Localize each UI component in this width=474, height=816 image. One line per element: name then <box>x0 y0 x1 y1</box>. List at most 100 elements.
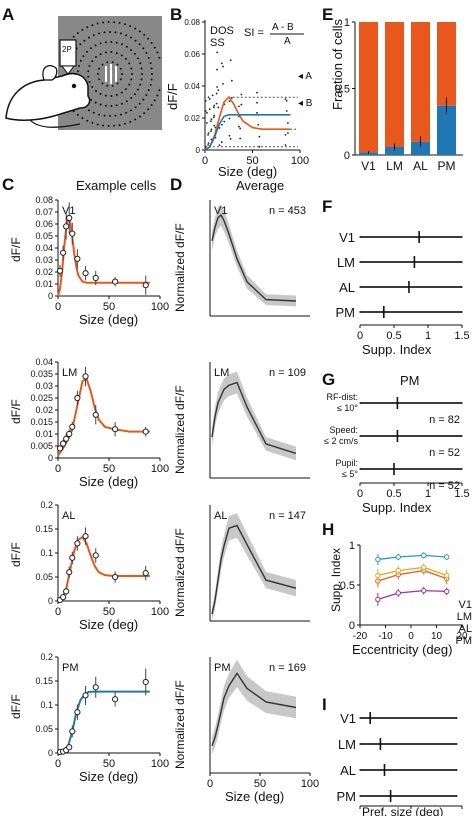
d-n-label: n = 147 <box>269 510 306 522</box>
stimulus-dot <box>150 42 153 44</box>
c-lm-y-tick-label: 0.025 <box>30 393 53 403</box>
c-al-x-label: Size (deg) <box>79 617 138 632</box>
stimulus-dot <box>101 82 104 85</box>
stimulus-dot <box>88 36 90 39</box>
stimulus-dot <box>129 120 132 123</box>
stimulus-dot <box>95 56 97 58</box>
b-y-label: dF/F <box>165 83 180 110</box>
b-data-dot <box>287 122 289 124</box>
c-lm-y-tick-label: 0.005 <box>30 441 53 451</box>
c-data-point <box>63 223 70 230</box>
b-data-dot <box>238 105 240 108</box>
i-violin <box>359 743 458 745</box>
panel-letter-h: H <box>322 520 334 539</box>
stimulus-dot <box>94 101 97 104</box>
stimulus-dot <box>133 93 136 96</box>
c-data-point <box>112 278 119 285</box>
stimulus-dot <box>119 113 122 116</box>
stimulus-dot <box>125 100 128 103</box>
stimulus-dot <box>91 121 94 124</box>
c-lm-y-tick-label: 0 <box>48 453 53 463</box>
panel-letter-a: A <box>2 5 14 24</box>
stimulus-dot <box>150 78 153 81</box>
e-bar-dos <box>359 22 378 153</box>
stimulus-dot <box>142 98 145 101</box>
stimulus-dot <box>99 103 102 106</box>
stimulus-dot <box>125 88 127 91</box>
b-marker-b: ◂ B <box>298 98 313 109</box>
c-v1-y-tick-label: 0.04 <box>35 243 53 253</box>
stimulus-dot <box>149 62 152 65</box>
b-data-dot <box>211 94 214 97</box>
stimulus-dot <box>104 51 107 54</box>
stimulus-dot <box>113 124 116 127</box>
stimulus-dot <box>147 56 150 59</box>
stimulus-dot <box>119 67 122 70</box>
c-area-label: LM <box>62 367 77 379</box>
stimulus-dot <box>118 124 121 127</box>
g-category-sublabel: ≤ 2 cm/s <box>324 436 358 446</box>
b-data-dot <box>229 59 232 62</box>
stimulus-dot <box>121 73 123 75</box>
stimulus-dot <box>125 34 128 37</box>
h-x-tick-label: 20 <box>456 631 468 642</box>
stimulus-dot <box>130 36 132 39</box>
c-lm-y-tick-label: 0.02 <box>35 405 53 415</box>
panel-d-charts: V1 n = 453 Normalized dF/F LM n = 109 Normali… <box>173 200 319 804</box>
d-n-label: n = 169 <box>269 662 306 674</box>
c-v1-y-tick-label: 0.07 <box>35 207 53 217</box>
stimulus-dot <box>158 56 161 59</box>
stimulus-dot <box>111 84 114 87</box>
stimulus-dot <box>115 104 118 107</box>
c-fit-line <box>57 535 150 602</box>
c-area-label: PM <box>62 662 79 674</box>
stimulus-dot <box>158 89 161 92</box>
i-category-label: PM <box>337 789 357 804</box>
c-pm-y-label: dF/F <box>9 694 23 719</box>
stimulus-dot <box>99 53 102 56</box>
e-bar-dos <box>411 22 430 142</box>
c-lm-x-tick-label: 50 <box>103 463 115 475</box>
b-fit-ss <box>204 114 291 151</box>
b-data-dot <box>216 51 219 54</box>
d-y-label: Normalized dF/F <box>173 385 187 474</box>
c-lm-y-tick-label: 0.01 <box>35 429 53 439</box>
b-data-dot <box>230 97 233 99</box>
h-y-tick-label: 0.5 <box>340 580 355 592</box>
b-data-dot <box>216 86 219 88</box>
i-violin <box>359 795 458 797</box>
f-category-label: AL <box>339 280 355 295</box>
panel-letter-d: D <box>170 175 182 194</box>
b-fits <box>204 95 291 151</box>
d-sem-band <box>212 659 296 754</box>
f-violin <box>359 235 463 239</box>
e-y-tick-label: 1 <box>344 17 350 29</box>
b-data-dot <box>213 124 216 127</box>
b-data-dot <box>210 118 213 121</box>
stimulus-dot <box>140 78 143 81</box>
stimulus-dot <box>138 43 141 46</box>
c-al-y-label: dF/F <box>9 542 23 567</box>
b-data-dot <box>204 145 207 148</box>
stimulus-dot <box>114 114 117 117</box>
stimulus-dot <box>72 35 75 38</box>
stimulus-dot <box>119 32 122 35</box>
d-mean-line <box>211 524 297 615</box>
b-data-dot <box>210 120 212 122</box>
d-title: Average <box>236 178 284 193</box>
b-data-dot <box>229 138 232 140</box>
h-y-tick-label: 0 <box>349 620 355 632</box>
e-bar-ss <box>411 141 430 155</box>
stimulus-dot <box>76 113 79 116</box>
c-data-point <box>92 684 99 691</box>
c-pm-x-label: Size (deg) <box>79 769 138 784</box>
i-category-label: LM <box>338 737 356 752</box>
c-data-point <box>69 728 76 735</box>
stimulus-dot <box>128 62 131 65</box>
h-line-lm <box>377 569 447 582</box>
c-data-point <box>66 744 73 751</box>
objective-tip <box>61 65 75 75</box>
h-y-tick-label: 1 <box>349 540 355 552</box>
f-violin <box>359 260 463 264</box>
